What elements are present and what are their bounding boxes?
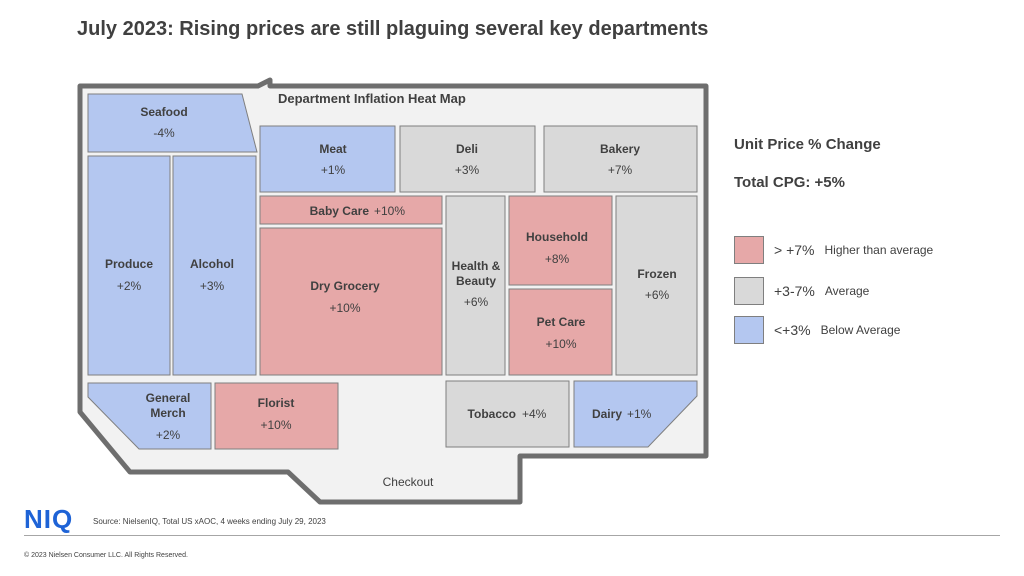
dairy-name: Dairy	[592, 407, 622, 421]
seafood-name: Seafood	[140, 105, 187, 119]
dept-tobacco: Tobacco +4%	[445, 380, 570, 448]
alcohol-region	[172, 155, 257, 376]
dept-household: Household +8%	[508, 195, 613, 286]
seafood-value: -4%	[153, 126, 175, 140]
dept-meat: Meat +1%	[259, 125, 396, 193]
dairy-region	[573, 380, 698, 448]
florist-region	[214, 382, 339, 450]
general-merch-value: +2%	[156, 428, 181, 442]
dept-health-beauty: Health & Beauty +6%	[445, 195, 506, 376]
copyright: © 2023 Nielsen Consumer LLC. All Rights …	[24, 552, 188, 559]
dept-general-merch: General Merch +2%	[87, 382, 212, 450]
legend-desc-average: Average	[824, 284, 870, 298]
household-value: +8%	[545, 252, 570, 266]
produce-value: +2%	[117, 279, 142, 293]
bakery-name: Bakery	[600, 142, 640, 156]
pet-care-name: Pet Care	[537, 315, 586, 329]
footer-divider	[24, 535, 1000, 536]
dept-frozen: Frozen +6%	[615, 195, 698, 376]
niq-logo: NIQ	[24, 504, 74, 534]
florist-value: +10%	[260, 418, 291, 432]
dry-grocery-name: Dry Grocery	[310, 279, 380, 293]
tobacco-value: +4%	[522, 407, 547, 421]
general-merch-name-1: General	[146, 391, 191, 405]
frozen-value: +6%	[645, 288, 670, 302]
legend-item-average: +3-7% Average	[734, 277, 869, 305]
dept-baby-care: Baby Care +10%	[259, 195, 443, 225]
baby-care-region	[259, 195, 443, 225]
dept-dry-grocery: Dry Grocery +10%	[259, 227, 443, 376]
checkout-label: Checkout	[383, 475, 434, 489]
bakery-region	[543, 125, 698, 193]
map-title: Department Inflation Heat Map	[278, 91, 466, 106]
legend-range-higher: > +7%	[774, 242, 815, 258]
alcohol-name: Alcohol	[190, 257, 234, 271]
health-beauty-value: +6%	[464, 295, 489, 309]
general-merch-name-2: Merch	[150, 406, 185, 420]
deli-value: +3%	[455, 163, 480, 177]
health-beauty-name-2: Beauty	[456, 274, 496, 288]
legend-desc-higher: Higher than average	[824, 243, 934, 257]
legend-total: Total CPG: +5%	[734, 174, 845, 191]
legend-range-average: +3-7%	[774, 283, 815, 299]
pet-care-value: +10%	[545, 337, 576, 351]
dept-deli: Deli +3%	[399, 125, 536, 193]
household-name: Household	[526, 230, 588, 244]
florist-name: Florist	[258, 396, 295, 410]
pet-care-region	[508, 288, 613, 376]
meat-value: +1%	[321, 163, 346, 177]
dry-grocery-value: +10%	[329, 301, 360, 315]
tobacco-name: Tobacco	[468, 407, 516, 421]
legend-item-higher: > +7% Higher than average	[734, 236, 933, 264]
legend-swatch-higher	[734, 236, 764, 264]
frozen-name: Frozen	[637, 267, 676, 281]
produce-region	[87, 155, 171, 376]
baby-care-name: Baby Care	[310, 204, 370, 218]
dept-dairy: Dairy +1%	[573, 380, 698, 448]
tobacco-region	[445, 380, 570, 448]
health-beauty-region	[445, 195, 506, 376]
meat-region	[259, 125, 396, 193]
frozen-region	[615, 195, 698, 376]
source-note: Source: NielsenIQ, Total US xAOC, 4 week…	[93, 517, 326, 526]
alcohol-value: +3%	[200, 279, 225, 293]
health-beauty-name-1: Health &	[452, 259, 501, 273]
baby-care-value: +10%	[374, 204, 405, 218]
dept-alcohol: Alcohol +3%	[172, 155, 257, 376]
dept-pet-care: Pet Care +10%	[508, 288, 613, 376]
legend-desc-below: Below Average	[820, 323, 901, 337]
legend-range-below: <+3%	[774, 322, 811, 338]
general-merch-region	[87, 382, 212, 450]
deli-region	[399, 125, 536, 193]
dept-florist: Florist +10%	[214, 382, 339, 450]
dept-seafood: Seafood -4%	[87, 93, 258, 153]
dry-grocery-region	[259, 227, 443, 376]
legend-item-below: <+3% Below Average	[734, 316, 900, 344]
meat-name: Meat	[319, 142, 346, 156]
legend-title: Unit Price % Change	[734, 136, 881, 153]
dept-bakery: Bakery +7%	[543, 125, 698, 193]
page-title: July 2023: Rising prices are still plagu…	[77, 18, 709, 40]
dept-produce: Produce +2%	[87, 155, 171, 376]
bakery-value: +7%	[608, 163, 633, 177]
legend-swatch-below	[734, 316, 764, 344]
produce-name: Produce	[105, 257, 153, 271]
seafood-region	[87, 93, 258, 153]
household-region	[508, 195, 613, 286]
legend-swatch-average	[734, 277, 764, 305]
deli-name: Deli	[456, 142, 478, 156]
dairy-value: +1%	[627, 407, 652, 421]
